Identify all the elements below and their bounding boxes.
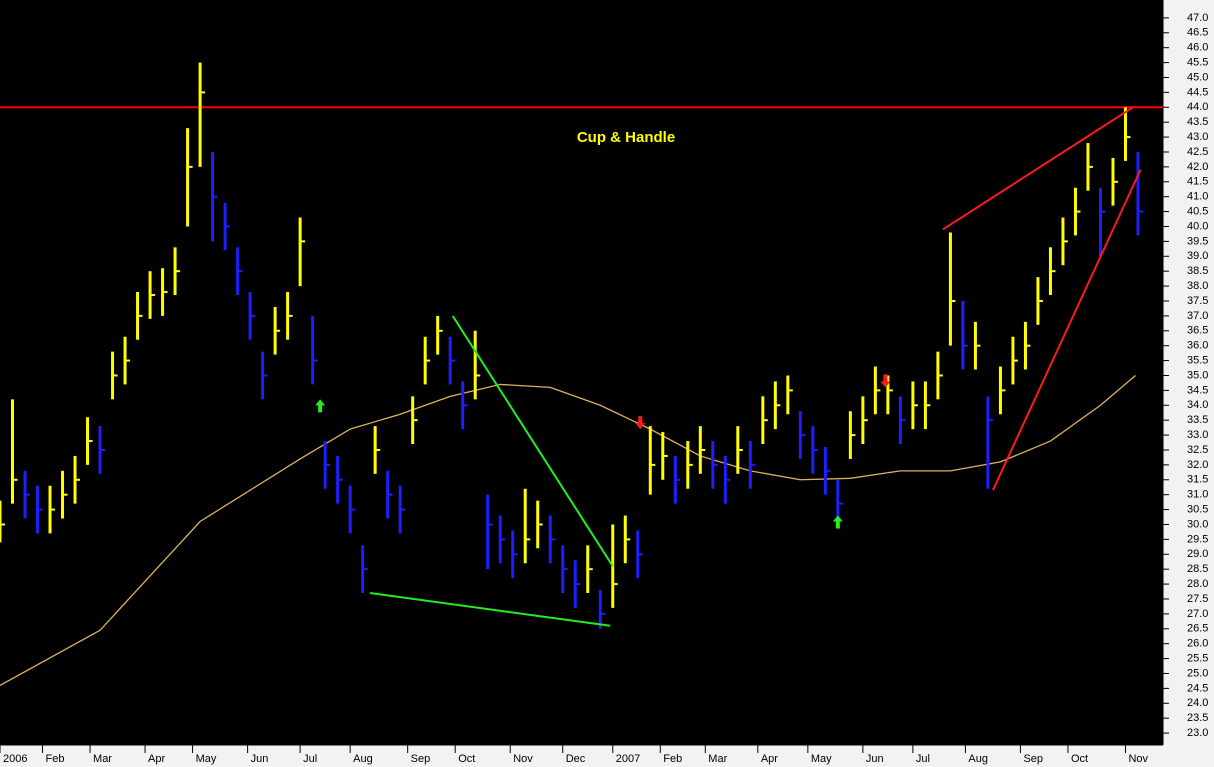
y-tick-label: 23.5	[1187, 712, 1208, 724]
y-tick-label: 34.0	[1187, 399, 1208, 411]
x-tick-label: Mar	[708, 753, 727, 765]
y-tick-label: 30.5	[1187, 503, 1208, 515]
x-tick-label: Sep	[1023, 753, 1043, 765]
y-tick-label: 40.5	[1187, 205, 1208, 217]
y-tick-label: 27.5	[1187, 593, 1208, 605]
trendline	[992, 169, 1142, 491]
y-tick-label: 29.5	[1187, 533, 1208, 545]
trendline	[370, 592, 611, 627]
y-tick-label: 26.0	[1187, 638, 1208, 650]
x-tick-label: Jun	[251, 753, 269, 765]
y-tick-label: 25.5	[1187, 652, 1208, 664]
y-tick-label: 38.5	[1187, 265, 1208, 277]
y-tick-label: 24.5	[1187, 682, 1208, 694]
y-tick-label: 36.0	[1187, 340, 1208, 352]
y-tick-label: 47.0	[1187, 12, 1208, 24]
y-tick-label: 35.5	[1187, 354, 1208, 366]
y-tick-label: 33.0	[1187, 429, 1208, 441]
x-tick-label: Dec	[566, 753, 586, 765]
x-tick-label: Apr	[148, 753, 165, 765]
y-tick-label: 41.5	[1187, 176, 1208, 188]
signal-arrow	[315, 399, 326, 413]
trendline	[942, 106, 1134, 231]
y-tick-label: 34.5	[1187, 384, 1208, 396]
annotation: Cup & Handle	[577, 129, 675, 146]
y-tick-label: 32.5	[1187, 444, 1208, 456]
y-tick-label: 25.0	[1187, 667, 1208, 679]
y-tick-label: 37.0	[1187, 310, 1208, 322]
y-tick-label: 27.0	[1187, 608, 1208, 620]
y-tick-label: 28.5	[1187, 563, 1208, 575]
y-tick-label: 35.0	[1187, 369, 1208, 381]
y-tick-label: 44.5	[1187, 86, 1208, 98]
x-tick-label: Aug	[968, 753, 988, 765]
y-tick-label: 36.5	[1187, 325, 1208, 337]
y-tick-label: 37.5	[1187, 295, 1208, 307]
y-tick-label: 42.0	[1187, 161, 1208, 173]
y-tick-label: 24.0	[1187, 697, 1208, 709]
x-tick-label: Feb	[663, 753, 682, 765]
x-tick-label: 2006	[3, 753, 27, 765]
y-tick-label: 32.0	[1187, 459, 1208, 471]
x-tick-label: Jul	[916, 753, 930, 765]
y-tick-label: 31.0	[1187, 489, 1208, 501]
x-tick-label: Oct	[1071, 753, 1088, 765]
x-axis-panel	[0, 745, 1214, 767]
y-tick-label: 44.0	[1187, 101, 1208, 113]
x-tick-label: Aug	[353, 753, 373, 765]
y-tick-label: 45.0	[1187, 71, 1208, 83]
signal-arrow	[832, 515, 843, 529]
y-tick-label: 39.0	[1187, 250, 1208, 262]
moving-average	[0, 374, 1136, 686]
y-axis-panel	[1163, 0, 1214, 767]
trendline	[451, 315, 614, 567]
signal-arrow	[880, 374, 891, 388]
x-tick-label: Nov	[1128, 753, 1148, 765]
y-tick-label: 45.5	[1187, 56, 1208, 68]
y-tick-label: 29.0	[1187, 548, 1208, 560]
y-tick-label: 26.5	[1187, 623, 1208, 635]
y-tick-label: 30.0	[1187, 518, 1208, 530]
x-tick-label: Mar	[93, 753, 112, 765]
x-tick-label: 2007	[616, 753, 640, 765]
y-tick-label: 31.5	[1187, 474, 1208, 486]
x-tick-label: May	[196, 753, 217, 765]
y-tick-label: 23.0	[1187, 727, 1208, 739]
x-tick-label: Nov	[513, 753, 533, 765]
x-tick-label: Oct	[458, 753, 475, 765]
x-tick-label: Jun	[866, 753, 884, 765]
x-tick-label: Jul	[303, 753, 317, 765]
y-tick-label: 46.0	[1187, 42, 1208, 54]
x-tick-label: May	[811, 753, 832, 765]
x-tick-label: Apr	[761, 753, 778, 765]
y-tick-label: 28.0	[1187, 578, 1208, 590]
y-tick-label: 33.5	[1187, 414, 1208, 426]
y-tick-label: 39.5	[1187, 235, 1208, 247]
y-tick-label: 43.5	[1187, 116, 1208, 128]
y-tick-label: 43.0	[1187, 131, 1208, 143]
y-tick-label: 41.0	[1187, 191, 1208, 203]
y-tick-label: 40.0	[1187, 220, 1208, 232]
y-tick-label: 38.0	[1187, 280, 1208, 292]
x-tick-label: Sep	[411, 753, 431, 765]
y-tick-label: 46.5	[1187, 27, 1208, 39]
y-tick-label: 42.5	[1187, 146, 1208, 158]
x-tick-label: Feb	[46, 753, 65, 765]
signal-arrow	[635, 416, 646, 430]
